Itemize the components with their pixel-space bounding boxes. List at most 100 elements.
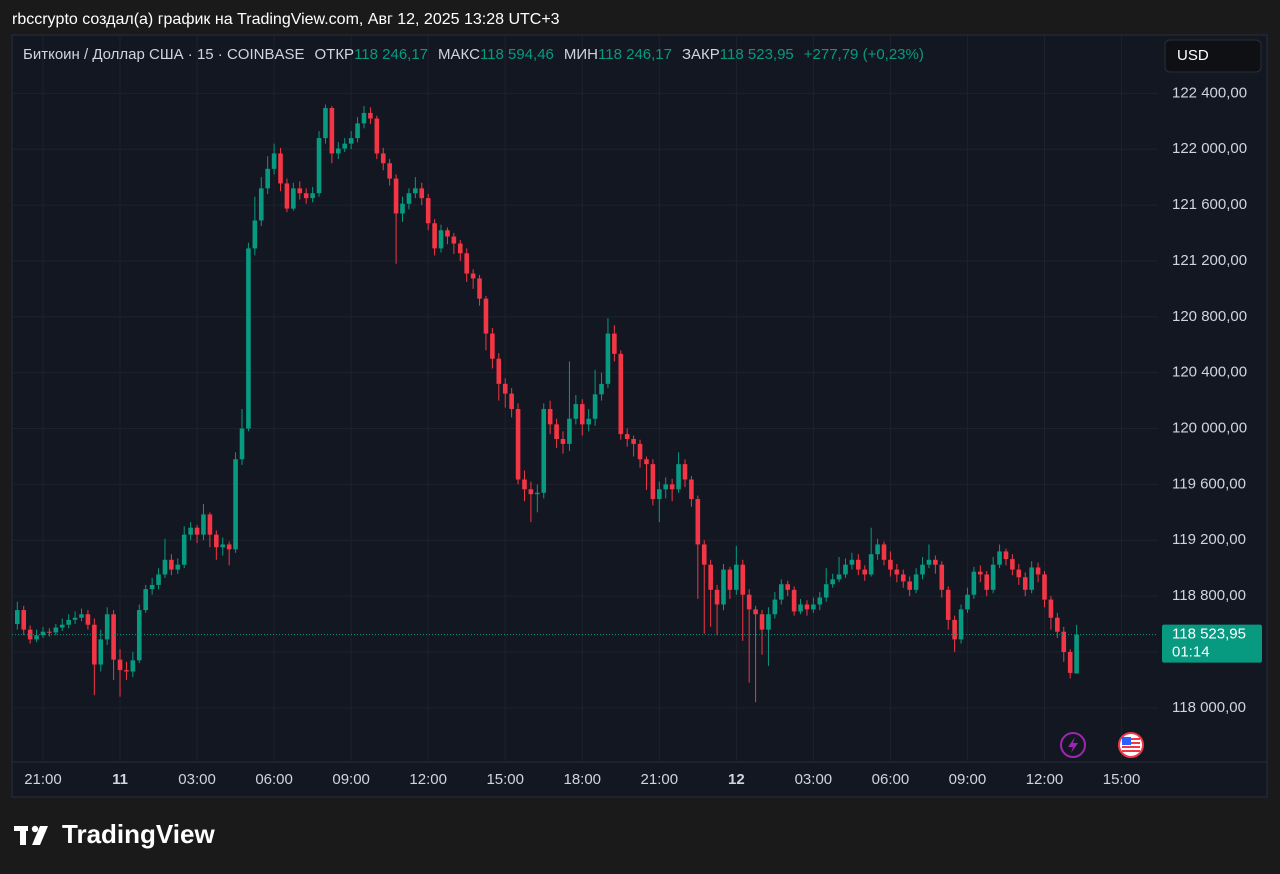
y-tick-label: 120 400,00 bbox=[1172, 364, 1247, 381]
candle-body bbox=[785, 584, 790, 590]
candle-body bbox=[900, 574, 906, 582]
currency-button[interactable] bbox=[1164, 39, 1262, 73]
candle-body bbox=[682, 464, 688, 480]
candle-body bbox=[888, 559, 893, 570]
candle-body bbox=[59, 624, 65, 628]
candle-body bbox=[400, 203, 405, 214]
candle-body bbox=[149, 584, 155, 590]
candle-body bbox=[798, 604, 803, 612]
candle-body bbox=[226, 544, 232, 550]
candle-body bbox=[355, 123, 360, 139]
candle-body bbox=[124, 670, 129, 672]
y-tick-label: 121 200,00 bbox=[1172, 252, 1247, 269]
candle-body bbox=[535, 492, 540, 495]
candle-body bbox=[117, 659, 123, 671]
candle-body bbox=[939, 564, 945, 590]
candle-body bbox=[926, 559, 932, 565]
candle-body bbox=[612, 333, 617, 354]
candle-body bbox=[310, 193, 315, 199]
currency-label[interactable]: USD bbox=[1177, 47, 1209, 64]
logo-mark bbox=[14, 825, 48, 845]
candle-body bbox=[817, 597, 823, 605]
candle-body bbox=[990, 564, 996, 590]
candle-body bbox=[522, 479, 527, 490]
candle-body bbox=[98, 639, 104, 665]
readout-value: 118 246,17 bbox=[598, 46, 672, 63]
candle-body bbox=[1022, 577, 1028, 590]
candle-body bbox=[644, 459, 649, 465]
candles bbox=[12, 104, 1158, 703]
candle-body bbox=[79, 614, 84, 618]
candle-body bbox=[811, 604, 816, 610]
candle-body bbox=[136, 610, 142, 661]
candle-body bbox=[759, 614, 765, 630]
y-tick-label: 121 600,00 bbox=[1172, 196, 1247, 213]
readout-label: МИН bbox=[564, 46, 598, 63]
candle-body bbox=[464, 253, 469, 274]
candle-body bbox=[952, 619, 957, 640]
x-tick-label: 12 bbox=[728, 771, 745, 788]
candle-body bbox=[528, 489, 534, 495]
candle-body bbox=[451, 236, 457, 244]
candle-body bbox=[843, 564, 848, 575]
candle-body bbox=[291, 188, 296, 209]
candle-body bbox=[631, 439, 636, 444]
candle-body bbox=[515, 408, 521, 480]
candle-body bbox=[734, 564, 739, 590]
candle-body bbox=[746, 594, 752, 610]
candle-body bbox=[1048, 599, 1054, 618]
candle-body bbox=[419, 188, 425, 199]
candle-body bbox=[984, 574, 990, 590]
logo-text: TradingView bbox=[62, 819, 215, 849]
candle-body bbox=[502, 383, 508, 394]
candle-body bbox=[1074, 634, 1079, 674]
candle-body bbox=[303, 193, 309, 199]
x-tick-label: 12:00 bbox=[409, 771, 447, 788]
candle-body bbox=[104, 614, 110, 640]
candle-body bbox=[836, 574, 842, 580]
candle-body bbox=[721, 569, 726, 605]
candle-body bbox=[175, 564, 181, 570]
candle-body bbox=[881, 544, 887, 560]
candle-body bbox=[214, 534, 219, 548]
x-tick-label: 06:00 bbox=[872, 771, 910, 788]
candle-body bbox=[316, 138, 322, 194]
candle-body bbox=[1035, 567, 1041, 575]
candle-body bbox=[111, 614, 116, 660]
candle-body bbox=[40, 631, 46, 636]
candle-body bbox=[239, 428, 245, 460]
candle-body bbox=[1067, 651, 1073, 673]
candle-body bbox=[297, 188, 303, 194]
y-tick-label: 119 200,00 bbox=[1172, 531, 1246, 548]
candle-body bbox=[169, 559, 174, 570]
us-flag-icon[interactable] bbox=[1118, 732, 1144, 758]
grid bbox=[12, 36, 1158, 762]
readout-value: 118 246,17 bbox=[354, 46, 428, 63]
candle-body bbox=[913, 574, 919, 590]
candle-body bbox=[856, 559, 861, 570]
x-tick-label: 03:00 bbox=[795, 771, 833, 788]
events-icon[interactable] bbox=[1060, 732, 1086, 758]
candle-body bbox=[66, 619, 71, 625]
y-tick-label: 120 000,00 bbox=[1172, 420, 1247, 437]
candle-body bbox=[470, 273, 476, 279]
candle-body bbox=[496, 358, 502, 384]
candle-body bbox=[907, 581, 912, 590]
candle-body bbox=[130, 660, 136, 672]
candle-body bbox=[188, 527, 193, 535]
candle-body bbox=[823, 584, 829, 598]
candle-body bbox=[740, 564, 746, 595]
candle-body bbox=[336, 148, 341, 154]
candle-body bbox=[567, 418, 572, 444]
candle-body bbox=[560, 439, 566, 444]
x-tick-label: 21:00 bbox=[24, 771, 62, 788]
readout-value: 118 523,95 bbox=[720, 46, 794, 63]
candle-body bbox=[156, 574, 161, 585]
readout-label: ЗАКР bbox=[682, 46, 720, 63]
candle-body bbox=[490, 333, 495, 359]
candle-body bbox=[1003, 551, 1009, 560]
candle-body bbox=[804, 604, 810, 610]
candle-body bbox=[181, 534, 187, 565]
x-tick-label: 11 bbox=[112, 771, 128, 788]
